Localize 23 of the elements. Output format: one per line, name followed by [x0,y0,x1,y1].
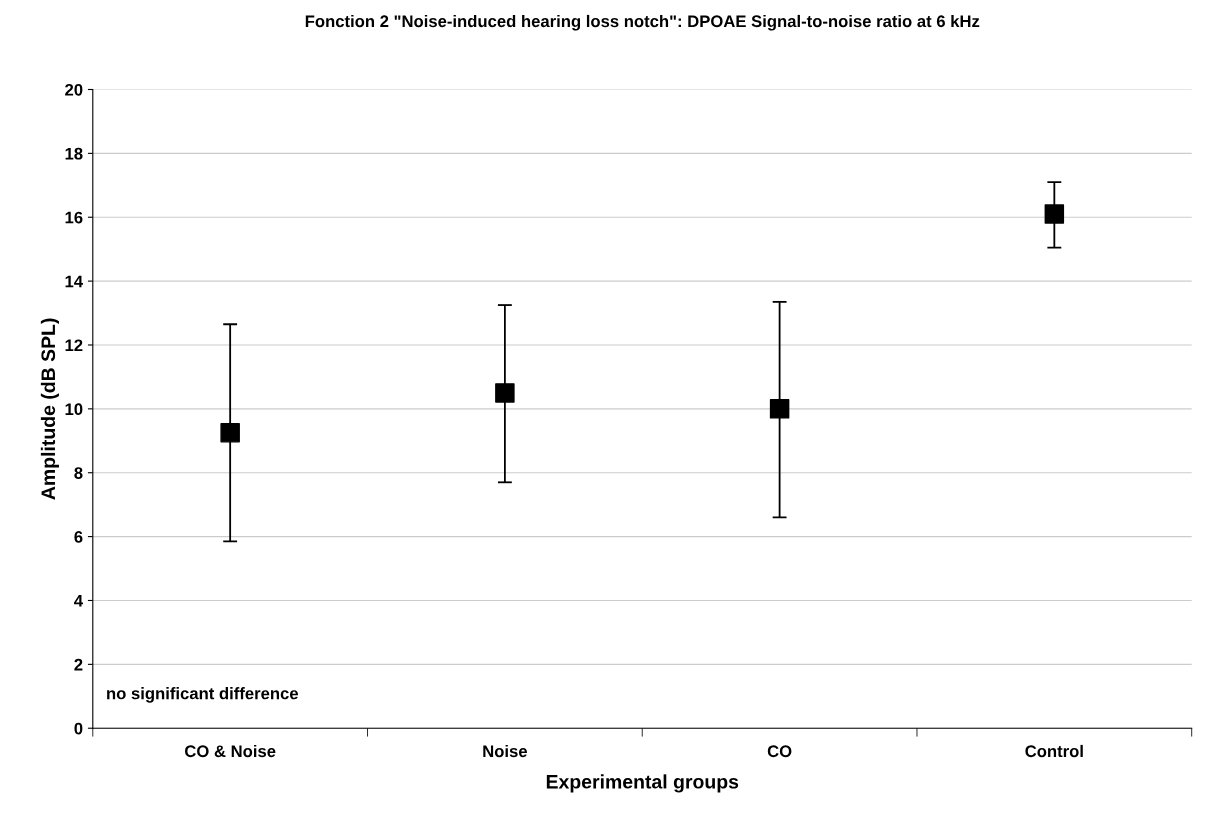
y-tick-label: 0 [74,722,83,735]
y-tick-label: 8 [74,467,83,479]
x-tick-label: Noise [483,744,528,758]
y-tick-label: 6 [74,531,83,543]
y-tick-label: 14 [65,275,83,288]
y-tick-label: 10 [65,403,83,416]
y-tick-label: 16 [65,211,83,224]
y-tick-label: 20 [65,83,83,96]
y-tick-label: 12 [65,339,83,352]
y-tick-label: 2 [74,658,83,671]
annotation: no significant difference [107,687,299,703]
chart-title: Fonction 2 "Noise-induced hearing loss notch": DPOAE Signal-to-noise ratio at 6 kHz [305,14,980,31]
point [769,399,790,419]
x-tick-label: CO & Noise [185,744,276,758]
x-axis-title: Experimental groups [546,774,739,793]
point [1044,204,1065,224]
y-tick-label: 18 [65,147,83,160]
x-tick-label: CO [767,745,792,758]
point [220,423,240,443]
y-tick-label: 4 [74,595,83,607]
point [495,383,515,403]
y-axis-title: Amplitude (dB SPL) [40,318,59,500]
x-tick-label: Control [1025,744,1083,758]
